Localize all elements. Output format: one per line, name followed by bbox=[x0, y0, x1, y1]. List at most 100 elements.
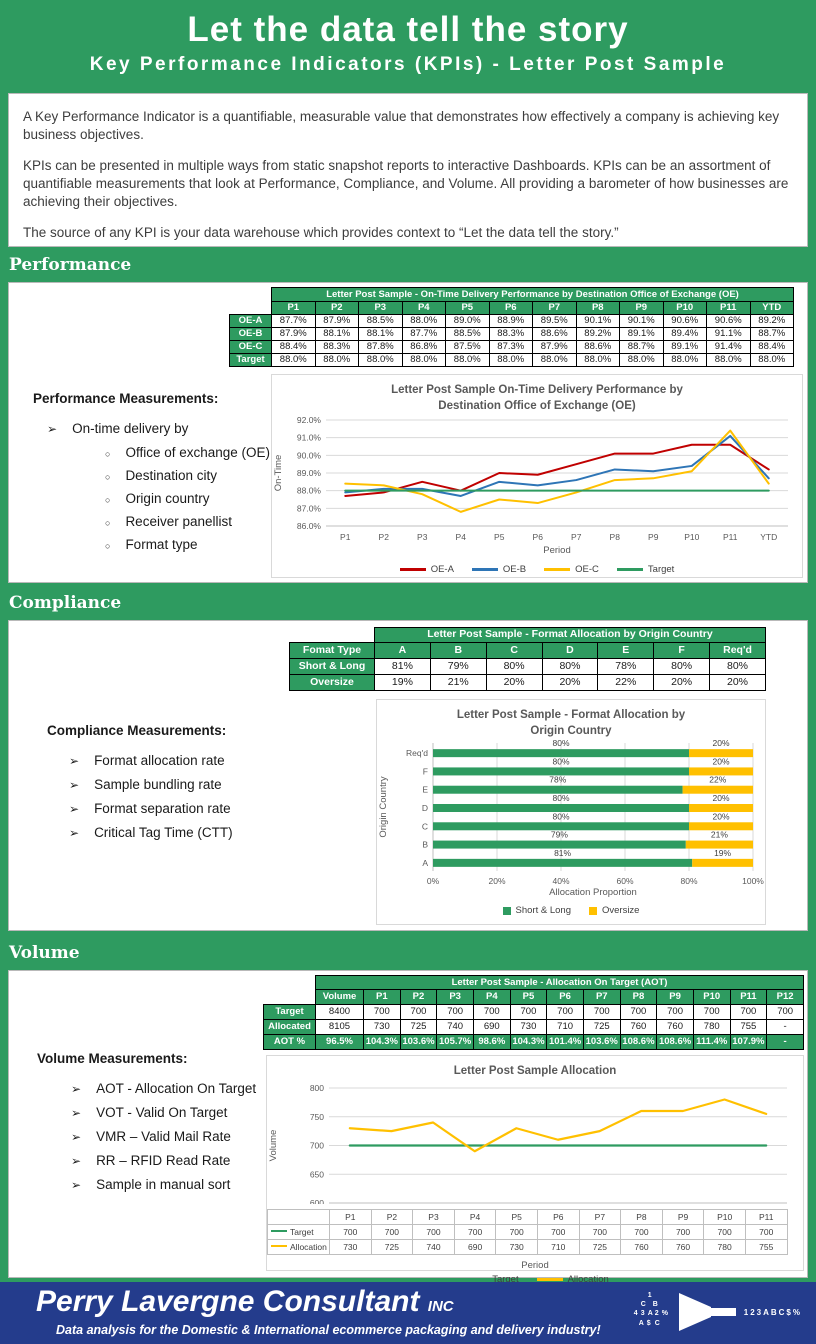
table-cell: 90.1% bbox=[619, 314, 664, 328]
table-cell: 90.6% bbox=[706, 314, 751, 328]
sub-bullet-item: ○ Format type bbox=[105, 537, 270, 552]
table-header-cell: P3 bbox=[358, 301, 403, 315]
svg-text:D: D bbox=[422, 803, 428, 813]
svg-text:80%: 80% bbox=[552, 793, 569, 803]
compliance-chart: Letter Post Sample - Format Allocation b… bbox=[376, 699, 766, 925]
table-cell: 700 bbox=[536, 1223, 580, 1240]
svg-text:P11: P11 bbox=[723, 532, 738, 542]
svg-text:P2: P2 bbox=[379, 532, 390, 542]
table-row: Short & Long 81% 79% 80% 80% 78% 80% 80% bbox=[289, 658, 766, 675]
table-header-cell: P3 bbox=[436, 989, 474, 1005]
legend-label: Oversize bbox=[601, 905, 640, 917]
table-cell: 91.4% bbox=[706, 340, 751, 354]
svg-text:Allocation Proportion: Allocation Proportion bbox=[549, 887, 637, 897]
svg-text:79%: 79% bbox=[551, 830, 568, 840]
svg-text:F: F bbox=[423, 766, 428, 776]
svg-text:22%: 22% bbox=[709, 775, 726, 785]
table-row-label: Oversize bbox=[289, 674, 375, 691]
table-row: Letter Post Sample - Allocation On Targe… bbox=[264, 975, 805, 990]
table-cell: 755 bbox=[744, 1238, 788, 1255]
table-cell: 20% bbox=[709, 674, 766, 691]
performance-section: Letter Post Sample - On-Time Delivery Pe… bbox=[8, 282, 808, 583]
bullet-label: VOT - Valid On Target bbox=[96, 1105, 228, 1120]
svg-text:P8: P8 bbox=[610, 532, 621, 542]
compliance-chart-plot: 0% 20% 40% 60% 80% 100% A 81% 19% B 79% 21% C 80% 20% D… bbox=[377, 738, 765, 902]
table-header-cell: P7 bbox=[578, 1208, 622, 1225]
table-cell: 710 bbox=[546, 1019, 584, 1035]
table-cell: 101.4% bbox=[546, 1034, 584, 1050]
table-cell: 700 bbox=[578, 1223, 622, 1240]
table-header-cell: D bbox=[541, 642, 599, 659]
svg-text:700: 700 bbox=[310, 1140, 324, 1150]
table-cell: 700 bbox=[399, 1004, 438, 1020]
circle-bullet-icon: ○ bbox=[105, 472, 111, 482]
footer: Perry Lavergne Consultant INC Data analy… bbox=[0, 1282, 816, 1344]
table-cell: 87.7% bbox=[271, 314, 316, 328]
svg-text:91.0%: 91.0% bbox=[297, 433, 322, 443]
table-cell: 20% bbox=[653, 674, 711, 691]
svg-text:80%: 80% bbox=[552, 811, 569, 821]
bullet-item: ➢ VMR – Valid Mail Rate bbox=[71, 1129, 256, 1144]
table-cell: 107.9% bbox=[729, 1034, 768, 1050]
table-header-cell: P4 bbox=[472, 989, 511, 1005]
table-row: Oversize 19% 21% 20% 20% 22% 20% 20% bbox=[289, 674, 766, 691]
performance-measurements-title: Performance Measurements: bbox=[33, 391, 219, 406]
svg-text:Origin Country: Origin Country bbox=[378, 776, 389, 837]
table-cell: 89.4% bbox=[662, 327, 707, 341]
table-cell: 700 bbox=[509, 1004, 548, 1020]
table-cell: 89.1% bbox=[619, 327, 664, 341]
table-cell: - bbox=[766, 1019, 805, 1035]
table-header-cell: P10 bbox=[703, 1208, 746, 1225]
table-cell: 710 bbox=[536, 1238, 580, 1255]
svg-text:20%: 20% bbox=[488, 876, 505, 886]
company-name: Perry Lavergne Consultant INC bbox=[36, 1285, 454, 1319]
table-cell: 700 bbox=[436, 1004, 474, 1020]
table-cell: 87.9% bbox=[314, 314, 359, 328]
legend-item: OE-C bbox=[544, 564, 599, 575]
arrow-bullet-icon: ➢ bbox=[69, 802, 80, 816]
page-title: Let the data tell the story bbox=[187, 10, 629, 49]
svg-text:40%: 40% bbox=[552, 876, 569, 886]
table-cell: 8400 bbox=[315, 1004, 364, 1020]
table-cell: 19% bbox=[374, 674, 431, 691]
company-suffix: INC bbox=[427, 1298, 454, 1315]
table-row-label: Allocation bbox=[267, 1238, 330, 1255]
sub-bullet-label: Destination city bbox=[125, 468, 217, 483]
table-cell: 21% bbox=[429, 674, 487, 691]
legend-label: OE-B bbox=[502, 564, 527, 576]
bullet-item: ➢ VOT - Valid On Target bbox=[71, 1105, 256, 1120]
table-cell: 88.3% bbox=[314, 340, 359, 354]
table-cell: 88.7% bbox=[749, 327, 795, 341]
arrow-bullet-icon: ➢ bbox=[71, 1106, 82, 1120]
table-title: Letter Post Sample - Allocation On Targe… bbox=[314, 975, 805, 990]
bullet-label: Critical Tag Time (CTT) bbox=[94, 825, 233, 840]
table-cell: 700 bbox=[703, 1223, 746, 1240]
table-header-cell: P11 bbox=[729, 989, 768, 1005]
chart-title-line: Letter Post Sample - Format Allocation b… bbox=[456, 709, 686, 721]
footer-logo: 1 C B 4 3 A 2% A $ C 123ABC$% bbox=[634, 1292, 802, 1332]
table-header-cell: B bbox=[429, 642, 487, 659]
sub-bullet-item: ○ Origin country bbox=[105, 491, 270, 506]
svg-text:B: B bbox=[422, 840, 428, 850]
table-cell: 103.6% bbox=[399, 1034, 438, 1050]
svg-text:80%: 80% bbox=[552, 739, 569, 748]
legend-label: OE-A bbox=[430, 564, 454, 576]
legend-item: Allocation bbox=[536, 1274, 609, 1285]
table-header-cell: P1 bbox=[329, 1208, 372, 1225]
table-row: Letter Post Sample - On-Time Delivery Pe… bbox=[230, 287, 795, 302]
table-header-cell: P5 bbox=[445, 301, 490, 315]
svg-text:78%: 78% bbox=[549, 775, 566, 785]
legend-item: Target bbox=[461, 1274, 519, 1285]
table-cell: 87.9% bbox=[271, 327, 316, 341]
table-cell: 103.6% bbox=[582, 1034, 621, 1050]
compliance-measurements-list: ➢ Format allocation rate ➢ Sample bundling … bbox=[69, 753, 233, 840]
table-cell: 88.0% bbox=[575, 353, 620, 367]
table-header-cell: P3 bbox=[412, 1208, 455, 1225]
table-cell: 700 bbox=[495, 1223, 538, 1240]
arrow-bullet-icon: ➢ bbox=[69, 754, 80, 768]
arrow-bullet-icon: ➢ bbox=[71, 1178, 82, 1192]
bullet-item: ➢ Format separation rate bbox=[69, 801, 233, 816]
table-cell: 700 bbox=[619, 1004, 658, 1020]
circle-bullet-icon: ○ bbox=[105, 449, 111, 459]
performance-measurements-list: ➢ On-time delivery by ○ Office of exchange … bbox=[47, 421, 270, 552]
